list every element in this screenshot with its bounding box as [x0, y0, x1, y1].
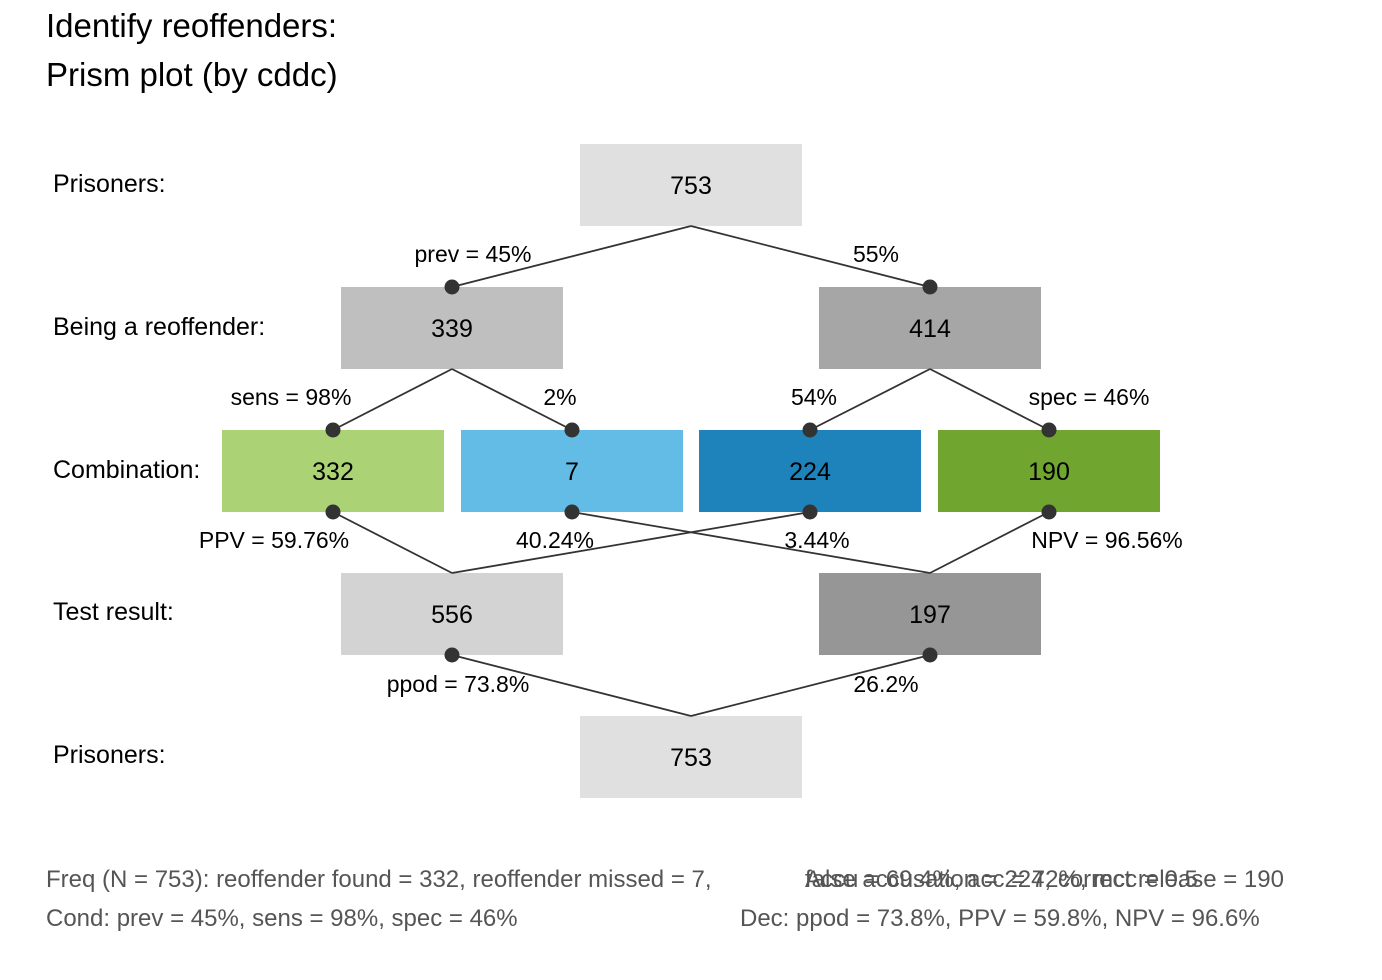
row-label-combination: Combination:	[53, 456, 201, 484]
box-miss-value: 7	[565, 458, 579, 486]
box-bottom-value: 753	[670, 744, 712, 772]
row-label-prisoners-bottom: Prisoners:	[53, 741, 166, 769]
label-fa-rate: 54%	[791, 384, 837, 410]
edge-hit-pos	[332, 511, 453, 574]
footer-dec: Dec: ppod = 73.8%, PPV = 59.8%, NPV = 96…	[740, 905, 1260, 932]
box-test-negative-value: 197	[909, 601, 951, 629]
box-correct-rejection	[938, 430, 1160, 512]
dot	[564, 422, 580, 438]
edge-non-reoffender-fa	[809, 368, 931, 431]
box-top-value: 753	[670, 172, 712, 200]
box-non-reoffender	[819, 287, 1041, 369]
label-cprev: 55%	[853, 241, 899, 267]
footer-freq-left: Freq (N = 753): reoffender found = 332, …	[46, 866, 712, 893]
chart-title-line1: Identify reoffenders:	[46, 7, 338, 44]
box-bottom	[580, 716, 802, 798]
box-non-reoffender-value: 414	[909, 315, 951, 343]
edge-miss-neg	[571, 511, 931, 574]
dot	[922, 279, 938, 295]
label-miss-rate: 2%	[543, 384, 576, 410]
label-spec: spec = 46%	[1029, 384, 1150, 410]
box-reoffender	[341, 287, 563, 369]
box-hit	[222, 430, 444, 512]
edge-neg-bottom	[690, 654, 931, 717]
box-test-positive-value: 556	[431, 601, 473, 629]
dot	[922, 647, 938, 663]
footer-freq-overlay: Accu = 69.4%, acc = 72%, mcc = 0.5	[805, 866, 1198, 893]
dot	[802, 504, 818, 520]
label-sens: sens = 98%	[231, 384, 352, 410]
edge-non-reoffender-cr	[929, 368, 1050, 431]
dot	[1041, 504, 1057, 520]
label-fdr: 40.24%	[516, 527, 594, 553]
edge-pos-bottom	[451, 654, 692, 717]
edge-top-non-reoffender	[690, 225, 931, 288]
footer-freq-right: false accusation = 224, correct release …	[805, 866, 1284, 893]
dot	[564, 504, 580, 520]
box-miss	[461, 430, 683, 512]
chart-title-line2: Prism plot (by cddc)	[46, 56, 338, 93]
row-label-prisoners-top: Prisoners:	[53, 170, 166, 198]
edge-top-reoffender	[451, 225, 692, 288]
edge-reoffender-hit	[332, 368, 453, 431]
box-false-alarm	[699, 430, 921, 512]
label-ppod: ppod = 73.8%	[387, 671, 530, 697]
label-npv: NPV = 96.56%	[1031, 527, 1183, 553]
label-prev: prev = 45%	[415, 241, 532, 267]
box-false-alarm-value: 224	[789, 458, 831, 486]
box-test-negative	[819, 573, 1041, 655]
label-for: 3.44%	[784, 527, 849, 553]
edge-reoffender-miss	[451, 368, 573, 431]
box-test-positive	[341, 573, 563, 655]
edge-cr-neg	[929, 511, 1050, 574]
box-reoffender-value: 339	[431, 315, 473, 343]
row-label-reoffender: Being a reoffender:	[53, 313, 266, 341]
edge-dots	[325, 279, 1057, 663]
dot	[325, 422, 341, 438]
row-label-test-result: Test result:	[53, 598, 174, 626]
edges	[332, 225, 1050, 717]
box-hit-value: 332	[312, 458, 354, 486]
dot	[1041, 422, 1057, 438]
footer-cond: Cond: prev = 45%, sens = 98%, spec = 46%	[46, 905, 518, 932]
label-cppod: 26.2%	[853, 671, 918, 697]
label-ppv: PPV = 59.76%	[199, 527, 349, 553]
dot	[802, 422, 818, 438]
edge-fa-pos	[451, 511, 811, 574]
box-correct-rejection-value: 190	[1028, 458, 1070, 486]
box-top	[580, 144, 802, 226]
dot	[444, 279, 460, 295]
dot	[325, 504, 341, 520]
dot	[444, 647, 460, 663]
